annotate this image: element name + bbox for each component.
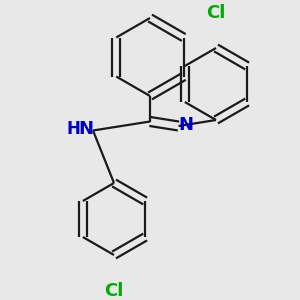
Text: Cl: Cl (206, 4, 226, 22)
Text: H: H (67, 120, 80, 138)
Text: N: N (78, 120, 93, 138)
Text: Cl: Cl (104, 282, 124, 300)
Text: N: N (178, 116, 194, 134)
